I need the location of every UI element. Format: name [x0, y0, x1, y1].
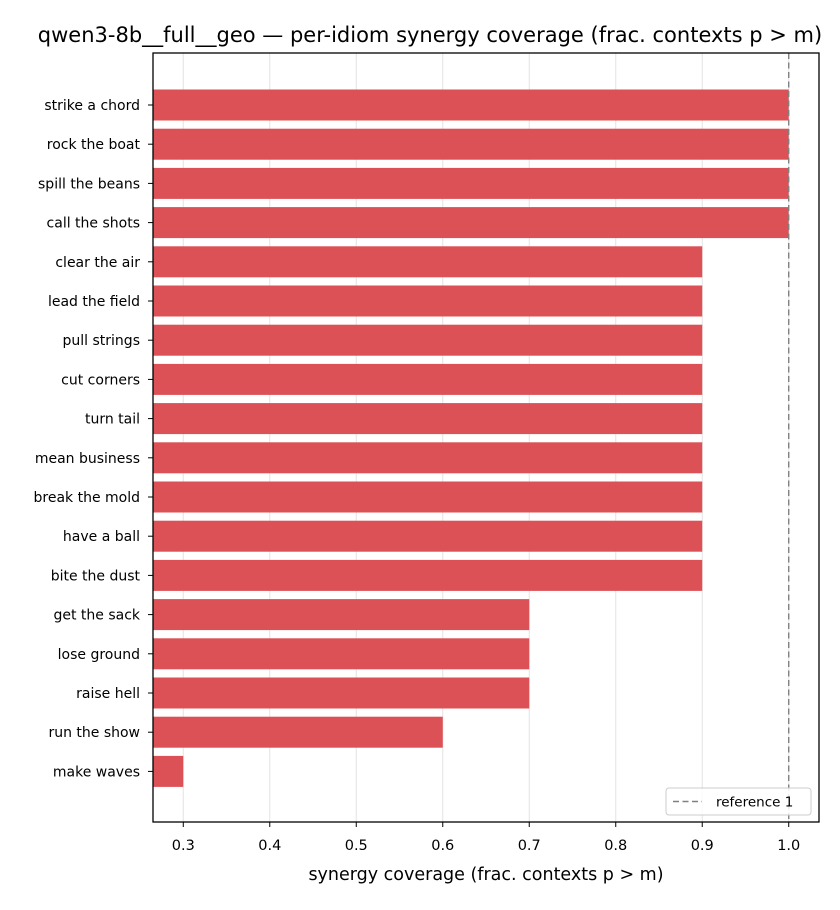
category-label: call the shots — [47, 216, 140, 232]
category-label: pull strings — [63, 333, 140, 349]
category-label: get the sack — [53, 608, 140, 624]
category-label: clear the air — [55, 255, 140, 271]
bar — [153, 677, 530, 709]
bar — [153, 520, 703, 552]
x-tick-label: 0.6 — [431, 838, 454, 854]
bar — [153, 638, 530, 670]
x-tick-label: 0.4 — [258, 838, 281, 854]
category-label: strike a chord — [44, 98, 140, 114]
category-label: bite the dust — [51, 568, 141, 584]
bar — [153, 363, 703, 395]
bar — [153, 481, 703, 513]
x-tick-label: 0.5 — [345, 838, 368, 854]
bar — [153, 207, 789, 239]
chart-title: qwen3-8b__full__geo — per-idiom synergy … — [38, 23, 822, 48]
x-tick-label: 0.8 — [604, 838, 627, 854]
bar — [153, 128, 789, 160]
category-label: lose ground — [58, 647, 140, 663]
category-label: have a ball — [63, 529, 140, 545]
category-label: break the mold — [34, 490, 141, 506]
bar — [153, 403, 703, 435]
x-tick-label: 0.7 — [518, 838, 541, 854]
plot-frame — [152, 52, 820, 823]
x-tick-label: 0.3 — [172, 838, 195, 854]
category-label: rock the boat — [47, 137, 141, 153]
category-label: lead the field — [48, 294, 140, 310]
legend-box — [665, 787, 812, 816]
category-label: turn tail — [85, 412, 140, 428]
legend: reference 1 — [665, 787, 812, 816]
bar — [153, 167, 789, 199]
bars — [153, 89, 789, 787]
bar — [153, 89, 789, 121]
bar — [153, 755, 184, 787]
category-label: mean business — [35, 451, 140, 467]
category-label: spill the beans — [38, 176, 140, 192]
bar — [153, 716, 443, 748]
category-label: raise hell — [76, 686, 140, 702]
category-label: run the show — [48, 725, 140, 741]
x-axis-ticks: 0.3 0.4 0.5 0.6 0.7 0.8 0.9 1.0 — [172, 822, 800, 854]
x-tick-label: 1.0 — [777, 838, 800, 854]
bar — [153, 246, 703, 278]
x-axis-title: synergy coverage (frac. contexts p > m) — [308, 865, 663, 885]
x-tick-label: 0.9 — [691, 838, 714, 854]
bar — [153, 324, 703, 356]
category-label: cut corners — [61, 372, 140, 388]
y-axis-ticks: strike a chord rock the boat spill the bea… — [34, 98, 153, 780]
legend-label-reference: reference 1 — [716, 795, 793, 811]
bar — [153, 599, 530, 631]
bar — [153, 442, 703, 474]
bar — [153, 285, 703, 317]
category-label: make waves — [53, 764, 140, 780]
bar — [153, 559, 703, 591]
